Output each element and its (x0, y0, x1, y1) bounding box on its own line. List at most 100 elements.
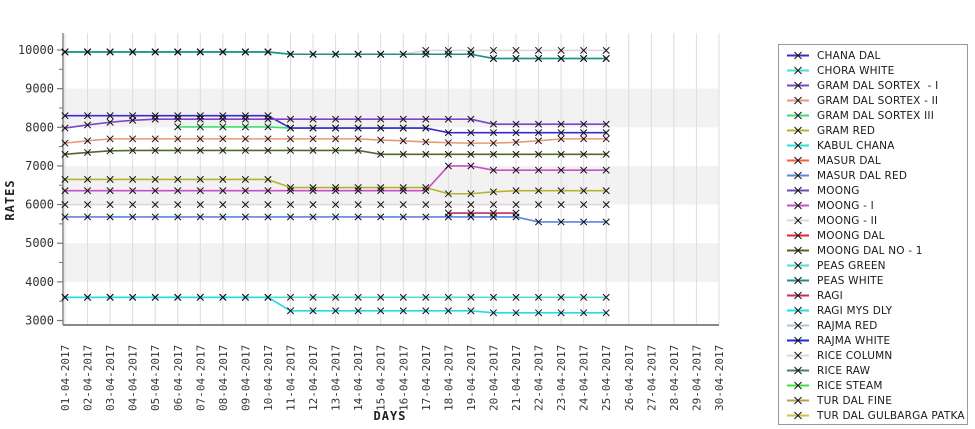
legend-item: KABUL CHANA (779, 138, 967, 153)
legend-line-x-swatch (787, 216, 809, 225)
legend-item: RICE STEAM (779, 378, 967, 393)
legend-line-x-swatch (787, 366, 809, 375)
legend-item: GRAM DAL SORTEX III (779, 108, 967, 123)
legend-item: MOONG - I (779, 198, 967, 213)
legend-label: PEAS GREEN (817, 259, 886, 272)
legend-label: MOONG (817, 184, 860, 197)
legend-label: PEAS WHITE (817, 274, 884, 287)
legend-item: CHORA WHITE (779, 63, 967, 78)
svg-text:02-04-2017: 02-04-2017 (82, 345, 95, 411)
legend-label: MASUR DAL RED (817, 169, 908, 182)
legend-label: GRAM DAL SORTEX III (817, 109, 934, 122)
legend-item: MASUR DAL (779, 153, 967, 168)
legend-label: RICE STEAM (817, 379, 883, 392)
legend-line-x-swatch (787, 306, 809, 315)
svg-text:5000: 5000 (25, 236, 54, 250)
legend-item: PEAS WHITE (779, 273, 967, 288)
svg-text:3000: 3000 (25, 314, 54, 328)
legend-line-x-swatch (787, 351, 809, 360)
svg-text:6000: 6000 (25, 198, 54, 212)
legend-line-x-swatch (787, 66, 809, 75)
legend-label: RAJMA RED (817, 319, 878, 332)
legend-line-x-swatch (787, 411, 809, 420)
svg-text:04-04-2017: 04-04-2017 (127, 345, 140, 411)
svg-text:09-04-2017: 09-04-2017 (239, 345, 252, 411)
legend-label: RICE COLUMN (817, 349, 893, 362)
legend-item: RICE RAW (779, 363, 967, 378)
legend-label: MOONG DAL (817, 229, 885, 242)
svg-text:18-04-2017: 18-04-2017 (442, 345, 455, 411)
svg-text:14-04-2017: 14-04-2017 (352, 345, 365, 411)
svg-text:21-04-2017: 21-04-2017 (510, 345, 523, 411)
svg-text:15-04-2017: 15-04-2017 (375, 345, 388, 411)
legend-line-x-swatch (787, 276, 809, 285)
legend-line-x-swatch (787, 81, 809, 90)
legend-item: RAJMA WHITE (779, 333, 967, 348)
legend-label: CHANA DAL (817, 49, 881, 62)
legend-item: RAGI (779, 288, 967, 303)
legend-item: PEAS GREEN (779, 258, 967, 273)
svg-text:7000: 7000 (25, 159, 54, 173)
plot-axes (57, 33, 719, 326)
chart-legend: CHANA DAL CHORA WHITE GRAM DAL SORTEX - I G… (778, 44, 968, 425)
svg-text:29-04-2017: 29-04-2017 (690, 345, 703, 411)
svg-text:10000: 10000 (18, 43, 54, 57)
svg-text:30-04-2017: 30-04-2017 (713, 345, 726, 411)
legend-item: TUR DAL FINE (779, 393, 967, 408)
legend-label: GRAM RED (817, 124, 876, 137)
svg-text:08-04-2017: 08-04-2017 (217, 345, 230, 411)
legend-line-x-swatch (787, 396, 809, 405)
legend-item: GRAM DAL SORTEX - I (779, 78, 967, 93)
legend-line-x-swatch (787, 231, 809, 240)
legend-item: MOONG DAL NO - 1 (779, 243, 967, 258)
svg-text:20-04-2017: 20-04-2017 (487, 345, 500, 411)
svg-text:23-04-2017: 23-04-2017 (555, 345, 568, 411)
data-point-x-markers (61, 46, 610, 317)
legend-line-x-swatch (787, 51, 809, 60)
legend-item: RAGI MYS DLY (779, 303, 967, 318)
svg-text:01-04-2017: 01-04-2017 (59, 345, 72, 411)
legend-item: MASUR DAL RED (779, 168, 967, 183)
legend-line-x-swatch (787, 336, 809, 345)
x-axis-title: DAYS (374, 409, 407, 423)
legend-item: MOONG (779, 183, 967, 198)
legend-label: RAGI MYS DLY (817, 304, 893, 317)
svg-text:13-04-2017: 13-04-2017 (330, 345, 343, 411)
svg-text:27-04-2017: 27-04-2017 (645, 345, 658, 411)
svg-text:4000: 4000 (25, 275, 54, 289)
legend-line-x-swatch (787, 96, 809, 105)
legend-label: GRAM DAL SORTEX - I (817, 79, 939, 92)
legend-item: RICE COLUMN (779, 348, 967, 363)
legend-line-x-swatch (787, 171, 809, 180)
legend-line-x-swatch (787, 126, 809, 135)
legend-label: GRAM DAL SORTEX - II (817, 94, 939, 107)
svg-text:26-04-2017: 26-04-2017 (623, 345, 636, 411)
legend-item: GRAM DAL SORTEX - II (779, 93, 967, 108)
legend-label: MOONG - II (817, 214, 878, 227)
legend-item: RAJMA RED (779, 318, 967, 333)
legend-label: MOONG DAL NO - 1 (817, 244, 923, 257)
legend-line-x-swatch (787, 291, 809, 300)
legend-label: RAGI (817, 289, 843, 302)
svg-text:9000: 9000 (25, 82, 54, 96)
legend-item: TUR DAL GULBARGA PATKA (779, 408, 967, 423)
legend-line-x-swatch (787, 156, 809, 165)
svg-text:16-04-2017: 16-04-2017 (397, 345, 410, 411)
legend-label: KABUL CHANA (817, 139, 895, 152)
legend-line-x-swatch (787, 261, 809, 270)
svg-text:17-04-2017: 17-04-2017 (420, 345, 433, 411)
svg-text:8000: 8000 (25, 120, 54, 134)
legend-item: MOONG - II (779, 213, 967, 228)
svg-text:25-04-2017: 25-04-2017 (600, 345, 613, 411)
legend-item: GRAM RED (779, 123, 967, 138)
legend-line-x-swatch (787, 381, 809, 390)
svg-text:22-04-2017: 22-04-2017 (533, 345, 546, 411)
svg-text:19-04-2017: 19-04-2017 (465, 345, 478, 411)
legend-line-x-swatch (787, 201, 809, 210)
y-axis-title: RATES (3, 179, 17, 220)
legend-label: TUR DAL FINE (817, 394, 893, 407)
svg-text:10-04-2017: 10-04-2017 (262, 345, 275, 411)
legend-line-x-swatch (787, 186, 809, 195)
